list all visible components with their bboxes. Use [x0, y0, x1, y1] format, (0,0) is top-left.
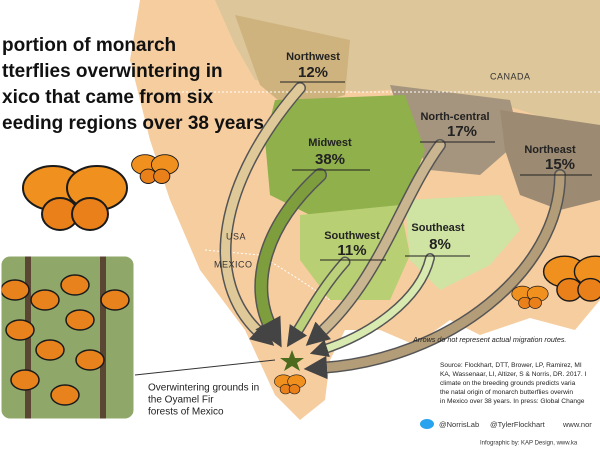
twitter-icon [420, 419, 434, 429]
arrow-midwest [255, 169, 326, 348]
region-percent: 11% [337, 242, 366, 259]
inset-frame [0, 253, 137, 422]
region-percent: 38% [315, 151, 345, 168]
inset [0, 255, 135, 420]
region-name: Southeast [411, 222, 465, 234]
country-label: MEXICO [214, 259, 253, 269]
title-line: eeding regions over 38 years [2, 113, 264, 134]
butterfly [542, 255, 600, 302]
region-percent: 12% [298, 64, 328, 81]
source-line: KA, Wassenaar, LI, Altizer, S & Norris, … [440, 371, 587, 378]
overwintering-star [280, 350, 304, 371]
source-line: in Mexico over 38 years. In press: Globa… [440, 398, 585, 405]
caption-line: Overwintering grounds in [148, 383, 259, 394]
source-line: climate on the breeding grounds predicts… [440, 380, 576, 387]
credit: Infographic by: KAP Design, www.ka [480, 441, 578, 447]
region-northwest [235, 15, 350, 110]
region-percent: 17% [447, 123, 477, 140]
butterfly [274, 374, 306, 395]
region-name: North-central [420, 111, 489, 123]
region-northeast [500, 110, 600, 210]
region-percent: 8% [429, 236, 451, 253]
arrow-north-central [305, 140, 445, 346]
arrows [219, 82, 566, 380]
social-handle: @NorrisLab [439, 420, 479, 429]
region-southeast [405, 195, 520, 290]
title: portion of monarch tterflies overwinteri… [2, 35, 264, 134]
arrow-northeast [303, 170, 565, 380]
website: www.nor [562, 420, 592, 429]
title-line: portion of monarch [2, 35, 176, 56]
region-name: Southwest [324, 230, 380, 242]
caption-line: the Oyamel Fir [148, 395, 214, 406]
note: Arrows do not represent actual migration… [412, 335, 566, 344]
region-name: Midwest [308, 137, 352, 149]
tree-trunk [100, 255, 106, 420]
arrow-southeast [309, 254, 434, 358]
region-name: Northeast [524, 144, 576, 156]
butterfly [22, 165, 128, 231]
border [170, 91, 600, 301]
country-label: USA [226, 231, 246, 241]
social-handle: @TylerFlockhart [490, 420, 546, 429]
butterflies [22, 154, 600, 395]
title-line: xico that came from six [2, 87, 214, 108]
arrow-southwest [286, 258, 349, 348]
arrow-northwest [221, 83, 305, 346]
region-labels: Northwest 12% Midwest 38% North-central … [280, 51, 592, 261]
inset-caption: Overwintering grounds in the Oyamel Fir … [148, 383, 259, 418]
butterfly [511, 285, 549, 309]
source: Source: Flockhart, DTT, Brower, LP, Rami… [440, 362, 587, 405]
region-name: Northwest [286, 51, 340, 63]
source-line: Source: Flockhart, DTT, Brower, LP, Rami… [440, 362, 582, 369]
leader-line [134, 359, 276, 376]
source-line: the natal origin of monarch butterflies … [440, 389, 573, 396]
caption-line: forests of Mexico [148, 407, 224, 418]
title-line: tterflies overwintering in [2, 61, 223, 82]
country-label: CANADA [490, 71, 531, 81]
region-percent: 15% [545, 156, 575, 173]
butterfly [131, 154, 179, 184]
